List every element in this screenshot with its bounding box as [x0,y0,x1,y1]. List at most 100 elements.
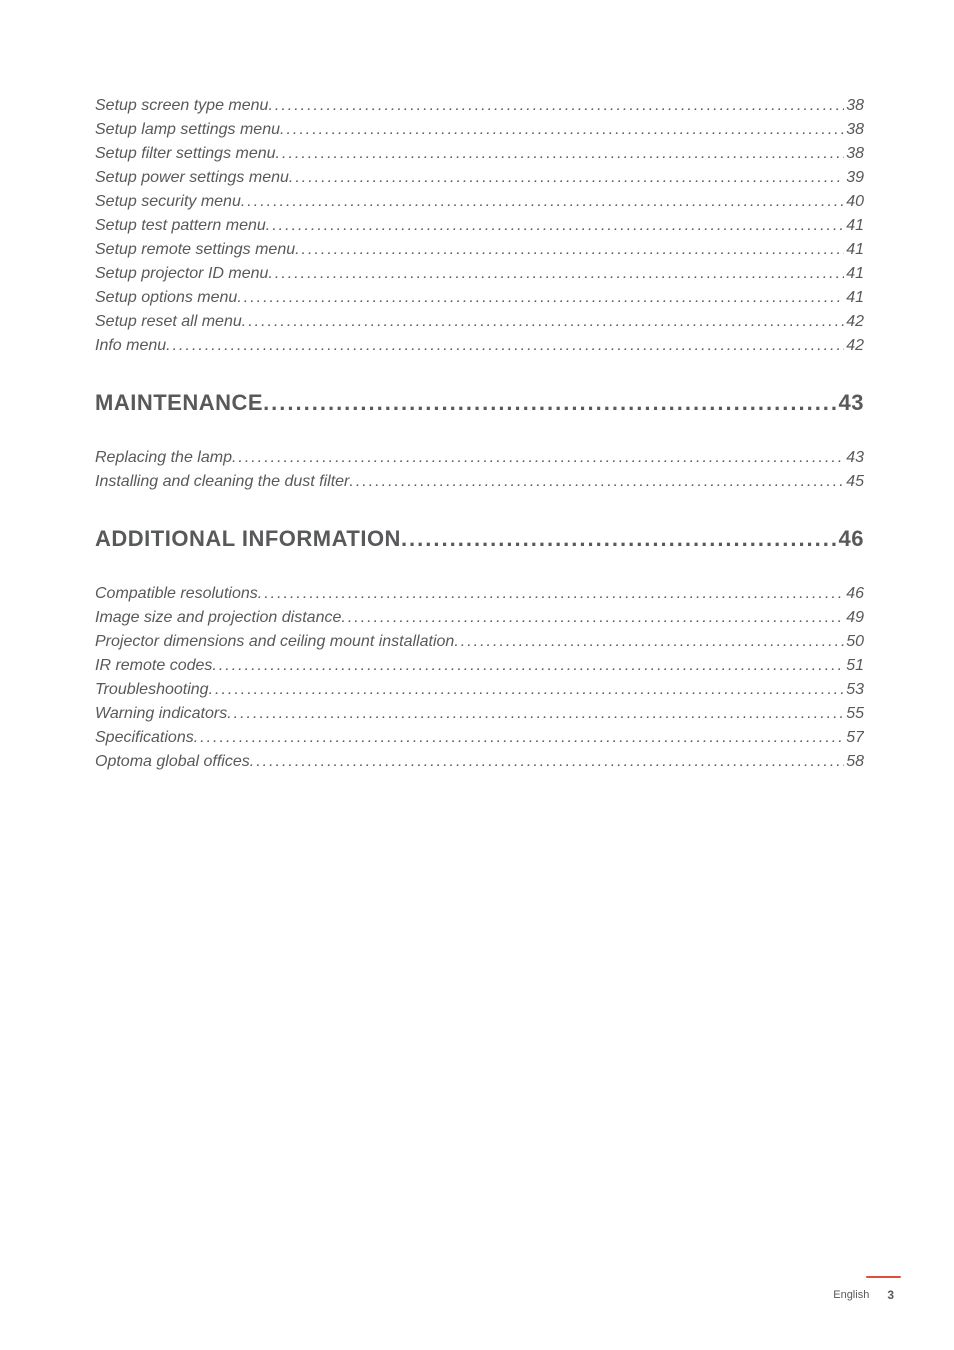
toc-item-setup-security-menu-leader: ........................................… [241,191,844,213]
toc-item-ir-remote-codes-leader: ........................................… [212,655,844,677]
toc-item-setup-power-settings-menu-title: Setup power settings menu [95,167,289,189]
spacer [95,553,864,583]
toc-item-setup-screen-type-menu-page: 38 [844,95,864,117]
toc-item-ir-remote-codes-title: IR remote codes [95,655,212,677]
toc-item-setup-lamp-settings-menu-leader: ........................................… [280,119,844,141]
toc-container: Setup screen type menu..................… [0,0,954,773]
toc-item-setup-lamp-settings-menu[interactable]: Setup lamp settings menu................… [95,119,864,141]
toc-item-replacing-the-lamp[interactable]: Replacing the lamp......................… [95,447,864,469]
toc-item-setup-projector-id-menu-title: Setup projector ID menu [95,263,268,285]
toc-item-warning-indicators-leader: ........................................… [227,703,844,725]
toc-item-setup-reset-all-menu-title: Setup reset all menu [95,311,242,333]
toc-item-setup-remote-settings-menu[interactable]: Setup remote settings menu..............… [95,239,864,261]
toc-item-setup-power-settings-menu[interactable]: Setup power settings menu...............… [95,167,864,189]
toc-item-projector-dimensions-and-ceiling-mount-i-title: Projector dimensions and ceiling mount i… [95,631,454,653]
toc-item-setup-options-menu-leader: ........................................… [237,287,844,309]
toc-item-replacing-the-lamp-page: 43 [844,447,864,469]
toc-item-setup-filter-settings-menu-title: Setup filter settings menu [95,143,276,165]
toc-item-installing-and-cleaning-the-dust-filter[interactable]: Installing and cleaning the dust filter.… [95,471,864,493]
toc-item-specifications-leader: ........................................… [194,727,844,749]
toc-item-troubleshooting-leader: ........................................… [209,679,845,701]
toc-item-troubleshooting[interactable]: Troubleshooting.........................… [95,679,864,701]
toc-item-replacing-the-lamp-leader: ........................................… [232,447,844,469]
toc-item-setup-screen-type-menu-title: Setup screen type menu [95,95,268,117]
toc-item-setup-screen-type-menu-leader: ........................................… [268,95,844,117]
toc-item-troubleshooting-page: 53 [844,679,864,701]
toc-item-setup-projector-id-menu-page: 41 [844,263,864,285]
toc-heading-additional-information-title: ADDITIONAL INFORMATION [95,525,401,553]
toc-heading-additional-information-leader: ........................................… [401,525,837,553]
toc-item-troubleshooting-title: Troubleshooting [95,679,209,701]
toc-item-setup-remote-settings-menu-page: 41 [844,239,864,261]
toc-item-setup-security-menu[interactable]: Setup security menu.....................… [95,191,864,213]
toc-item-setup-options-menu[interactable]: Setup options menu......................… [95,287,864,309]
toc-item-compatible-resolutions-leader: ........................................… [258,583,844,605]
toc-item-setup-reset-all-menu-leader: ........................................… [242,311,844,333]
toc-heading-maintenance-page: 43 [837,389,864,417]
toc-item-specifications-page: 57 [844,727,864,749]
toc-item-setup-lamp-settings-menu-page: 38 [844,119,864,141]
toc-item-warning-indicators-page: 55 [844,703,864,725]
toc-item-compatible-resolutions-title: Compatible resolutions [95,583,258,605]
toc-item-compatible-resolutions[interactable]: Compatible resolutions..................… [95,583,864,605]
toc-item-ir-remote-codes[interactable]: IR remote codes.........................… [95,655,864,677]
toc-item-setup-test-pattern-menu-page: 41 [844,215,864,237]
footer-page-number: 3 [887,1288,894,1302]
toc-item-info-menu-page: 42 [844,335,864,357]
spacer [95,495,864,525]
toc-item-setup-security-menu-page: 40 [844,191,864,213]
toc-item-setup-reset-all-menu-page: 42 [844,311,864,333]
toc-item-setup-projector-id-menu[interactable]: Setup projector ID menu.................… [95,263,864,285]
toc-item-setup-power-settings-menu-page: 39 [844,167,864,189]
toc-item-replacing-the-lamp-title: Replacing the lamp [95,447,232,469]
toc-item-setup-power-settings-menu-leader: ........................................… [289,167,844,189]
toc-item-optoma-global-offices-page: 58 [844,751,864,773]
toc-item-projector-dimensions-and-ceiling-mount-i-page: 50 [844,631,864,653]
toc-heading-maintenance[interactable]: MAINTENANCE.............................… [95,389,864,417]
spacer [95,359,864,389]
toc-item-image-size-and-projection-distance-page: 49 [844,607,864,629]
toc-item-specifications-title: Specifications [95,727,194,749]
toc-item-installing-and-cleaning-the-dust-filter-leader: ........................................… [349,471,844,493]
toc-item-setup-options-menu-page: 41 [844,287,864,309]
toc-item-image-size-and-projection-distance[interactable]: Image size and projection distance......… [95,607,864,629]
toc-heading-additional-information[interactable]: ADDITIONAL INFORMATION..................… [95,525,864,553]
toc-item-projector-dimensions-and-ceiling-mount-i[interactable]: Projector dimensions and ceiling mount i… [95,631,864,653]
toc-item-projector-dimensions-and-ceiling-mount-i-leader: ........................................… [454,631,844,653]
toc-item-setup-screen-type-menu[interactable]: Setup screen type menu..................… [95,95,864,117]
footer: English 3 [833,1288,894,1302]
toc-item-setup-test-pattern-menu-leader: ........................................… [266,215,844,237]
toc-item-setup-options-menu-title: Setup options menu [95,287,237,309]
toc-item-setup-test-pattern-menu-title: Setup test pattern menu [95,215,266,237]
toc-item-compatible-resolutions-page: 46 [844,583,864,605]
toc-item-optoma-global-offices-leader: ........................................… [250,751,844,773]
toc-item-setup-lamp-settings-menu-title: Setup lamp settings menu [95,119,280,141]
toc-item-ir-remote-codes-page: 51 [844,655,864,677]
toc-heading-maintenance-title: MAINTENANCE [95,389,263,417]
toc-item-installing-and-cleaning-the-dust-filter-page: 45 [844,471,864,493]
toc-item-image-size-and-projection-distance-leader: ........................................… [341,607,844,629]
toc-item-warning-indicators[interactable]: Warning indicators......................… [95,703,864,725]
toc-item-optoma-global-offices[interactable]: Optoma global offices...................… [95,751,864,773]
toc-heading-additional-information-page: 46 [837,525,864,553]
toc-item-setup-filter-settings-menu-page: 38 [844,143,864,165]
spacer [95,417,864,447]
toc-item-setup-remote-settings-menu-leader: ........................................… [295,239,844,261]
toc-item-info-menu-title: Info menu [95,335,166,357]
toc-item-image-size-and-projection-distance-title: Image size and projection distance [95,607,341,629]
toc-item-setup-filter-settings-menu[interactable]: Setup filter settings menu..............… [95,143,864,165]
toc-item-info-menu[interactable]: Info menu...............................… [95,335,864,357]
toc-item-setup-test-pattern-menu[interactable]: Setup test pattern menu.................… [95,215,864,237]
toc-item-info-menu-leader: ........................................… [166,335,844,357]
footer-accent-line [866,1276,901,1278]
toc-item-setup-security-menu-title: Setup security menu [95,191,241,213]
toc-heading-maintenance-leader: ........................................… [263,389,836,417]
toc-item-specifications[interactable]: Specifications..........................… [95,727,864,749]
toc-item-setup-remote-settings-menu-title: Setup remote settings menu [95,239,295,261]
toc-item-setup-reset-all-menu[interactable]: Setup reset all menu....................… [95,311,864,333]
toc-item-setup-projector-id-menu-leader: ........................................… [268,263,844,285]
footer-language: English [833,1289,869,1301]
toc-item-warning-indicators-title: Warning indicators [95,703,227,725]
toc-item-setup-filter-settings-menu-leader: ........................................… [276,143,845,165]
toc-item-optoma-global-offices-title: Optoma global offices [95,751,250,773]
